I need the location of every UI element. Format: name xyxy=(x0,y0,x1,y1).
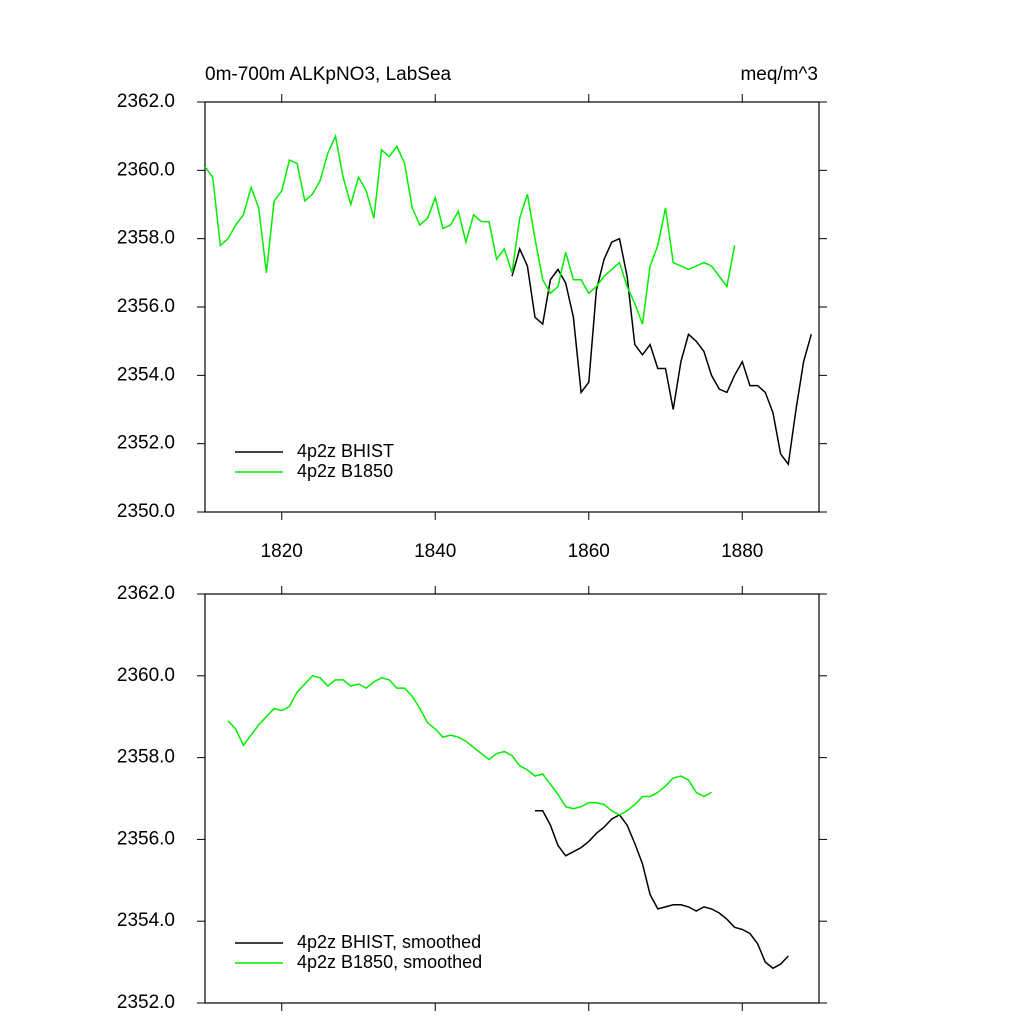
data-line xyxy=(535,810,789,970)
data-line xyxy=(511,237,813,467)
x-tick-label: 1880 xyxy=(721,541,763,562)
x-tick-label: 1860 xyxy=(568,541,610,562)
x-tick-label: 1820 xyxy=(261,541,303,562)
chart-title: 0m-700m ALKpNO3, LabSea xyxy=(205,64,452,85)
plot-frame xyxy=(204,593,820,1004)
legend-label: 4p2z B1850 xyxy=(297,461,393,481)
legend-label: 4p2z B1850, smoothed xyxy=(297,952,482,972)
data-line xyxy=(204,133,736,325)
y-tick-label: 2356.0 xyxy=(117,296,175,317)
y-tick-label: 2350.0 xyxy=(117,501,175,522)
y-tick-label: 2354.0 xyxy=(117,910,175,931)
y-tick-label: 2354.0 xyxy=(117,364,175,385)
y-tick-label: 2362.0 xyxy=(117,583,175,604)
data-line xyxy=(227,674,712,816)
y-tick-label: 2356.0 xyxy=(117,828,175,849)
y-tick-label: 2362.0 xyxy=(117,91,175,112)
y-tick-label: 2352.0 xyxy=(117,433,175,454)
x-tick-label: 1840 xyxy=(414,541,456,562)
y-tick-label: 2358.0 xyxy=(117,228,175,249)
y-tick-label: 2352.0 xyxy=(117,992,175,1013)
units-label: meq/m^3 xyxy=(740,64,818,85)
y-tick-label: 2360.0 xyxy=(117,665,175,686)
y-tick-label: 2358.0 xyxy=(117,747,175,768)
legend-label: 4p2z BHIST, smoothed xyxy=(297,932,481,952)
legend-label: 4p2z BHIST xyxy=(297,441,394,461)
y-tick-label: 2360.0 xyxy=(117,159,175,180)
